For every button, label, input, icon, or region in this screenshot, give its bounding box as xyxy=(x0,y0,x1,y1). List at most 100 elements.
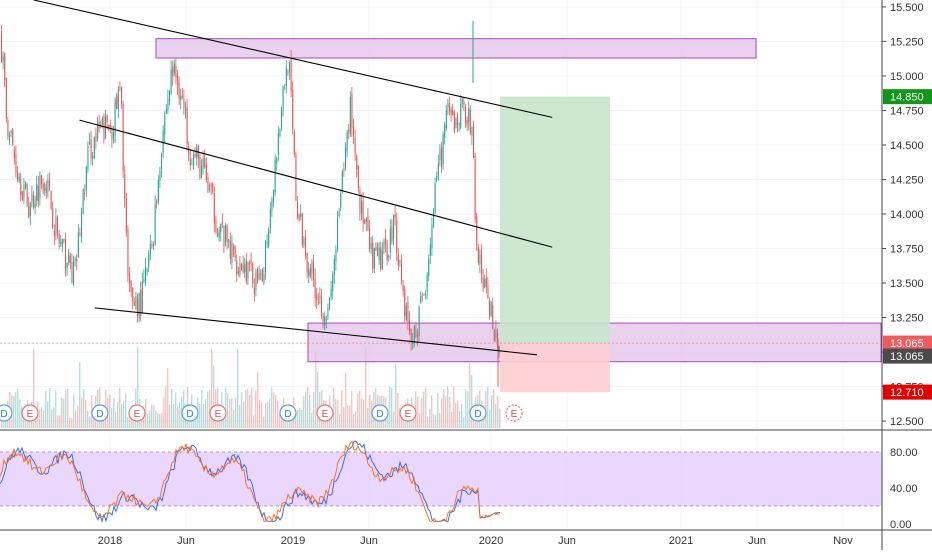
candle-body xyxy=(324,316,326,326)
marker-label: D xyxy=(474,409,481,420)
candle-body xyxy=(73,261,75,286)
candle-body xyxy=(298,215,300,221)
volume-bar xyxy=(127,417,129,428)
long-position[interactable] xyxy=(0,96,882,393)
candle-body xyxy=(260,273,262,275)
price-tag-label: 13.065 xyxy=(890,351,924,363)
dividend-marker[interactable]: D xyxy=(181,404,199,422)
volume-bar xyxy=(77,406,79,428)
price-tag: 14.850 xyxy=(883,89,932,105)
candle-body xyxy=(308,269,310,277)
dividend-marker[interactable]: D xyxy=(91,404,109,422)
candle-body xyxy=(76,258,78,262)
volume-bar xyxy=(51,409,53,428)
candle-body xyxy=(47,180,49,191)
marker-circle xyxy=(0,404,13,422)
candle-body xyxy=(463,102,465,105)
candle-body xyxy=(413,326,415,345)
x-tick-label: 2019 xyxy=(281,535,305,547)
earnings-marker[interactable]: E xyxy=(399,404,417,422)
volume-bar xyxy=(431,395,433,428)
candle-body xyxy=(290,58,292,91)
volume-bar xyxy=(137,347,139,428)
candle-body xyxy=(244,263,246,273)
candle-body xyxy=(189,158,191,166)
volume-bar xyxy=(123,401,125,428)
trendline-2[interactable] xyxy=(79,119,553,248)
volume-bar xyxy=(365,346,367,428)
volume-bar xyxy=(467,391,469,428)
candle-body xyxy=(301,213,303,246)
profit-area[interactable] xyxy=(500,96,610,344)
candle-body xyxy=(405,305,407,320)
candle-body xyxy=(209,188,211,190)
volume-bar xyxy=(317,371,319,428)
candle-body xyxy=(213,193,215,224)
candle-body xyxy=(309,268,311,277)
candle-body xyxy=(69,255,71,263)
volume-bar xyxy=(299,407,301,428)
candle-body xyxy=(225,225,227,242)
volume-bar xyxy=(75,410,77,428)
y-tick-label: 15.500 xyxy=(890,2,924,14)
volume-bar xyxy=(435,415,437,428)
trendline-1[interactable] xyxy=(33,0,553,118)
y-tick-label: 12.500 xyxy=(890,416,924,428)
earnings-marker[interactable]: E xyxy=(505,404,523,422)
candle-body xyxy=(44,184,46,191)
candle-body xyxy=(351,93,353,128)
candle-body xyxy=(226,226,228,242)
marker-label: E xyxy=(405,409,412,420)
volume-bar xyxy=(307,386,309,428)
price-tag: 12.710 xyxy=(883,384,932,400)
trendlines[interactable] xyxy=(33,0,553,356)
marker-circle xyxy=(91,404,109,422)
candle-body xyxy=(495,329,497,339)
earnings-marker[interactable]: E xyxy=(209,404,227,422)
candle-body xyxy=(177,75,179,86)
candle-body xyxy=(482,277,484,290)
volume-bar xyxy=(309,395,311,428)
candle-body xyxy=(234,246,236,259)
volume-bar xyxy=(223,413,225,428)
volume-bar xyxy=(301,409,303,428)
candle-body xyxy=(461,99,463,104)
loss-area[interactable] xyxy=(500,343,610,393)
candle-body xyxy=(79,232,81,236)
candle-body xyxy=(289,61,291,72)
resistance-zone[interactable] xyxy=(155,38,757,59)
marker-label: E xyxy=(27,409,34,420)
volume-bar xyxy=(231,398,233,428)
volume-bar xyxy=(129,411,131,428)
dividend-marker[interactable]: D xyxy=(279,404,297,422)
dividend-marker[interactable]: D xyxy=(371,404,389,422)
volume-bar xyxy=(363,399,365,428)
earnings-marker[interactable]: E xyxy=(128,404,146,422)
candle-body xyxy=(341,170,343,191)
volume-bar xyxy=(255,390,257,428)
candle-body xyxy=(138,292,140,319)
volume-bar xyxy=(201,390,203,428)
dividend-marker[interactable]: D xyxy=(469,404,487,422)
candle-body xyxy=(218,229,220,238)
earnings-marker[interactable]: E xyxy=(21,404,39,422)
volume-bar xyxy=(59,415,61,428)
candle-body xyxy=(311,261,313,275)
candle-body xyxy=(167,98,169,110)
volume-bar xyxy=(41,407,43,428)
marker-circle xyxy=(21,404,39,422)
volume-bar xyxy=(449,396,451,428)
candle-body xyxy=(12,129,14,146)
earnings-marker[interactable]: E xyxy=(316,404,334,422)
oscillator-band-fill xyxy=(0,452,882,506)
trendline-3[interactable] xyxy=(94,307,538,356)
candle-body xyxy=(332,273,334,292)
volume-bar xyxy=(261,402,263,428)
dividend-marker[interactable]: D xyxy=(0,404,13,422)
candle-body xyxy=(279,130,281,136)
candle-body xyxy=(325,319,327,321)
volume-bar xyxy=(305,391,307,428)
volume-bar xyxy=(109,394,111,428)
